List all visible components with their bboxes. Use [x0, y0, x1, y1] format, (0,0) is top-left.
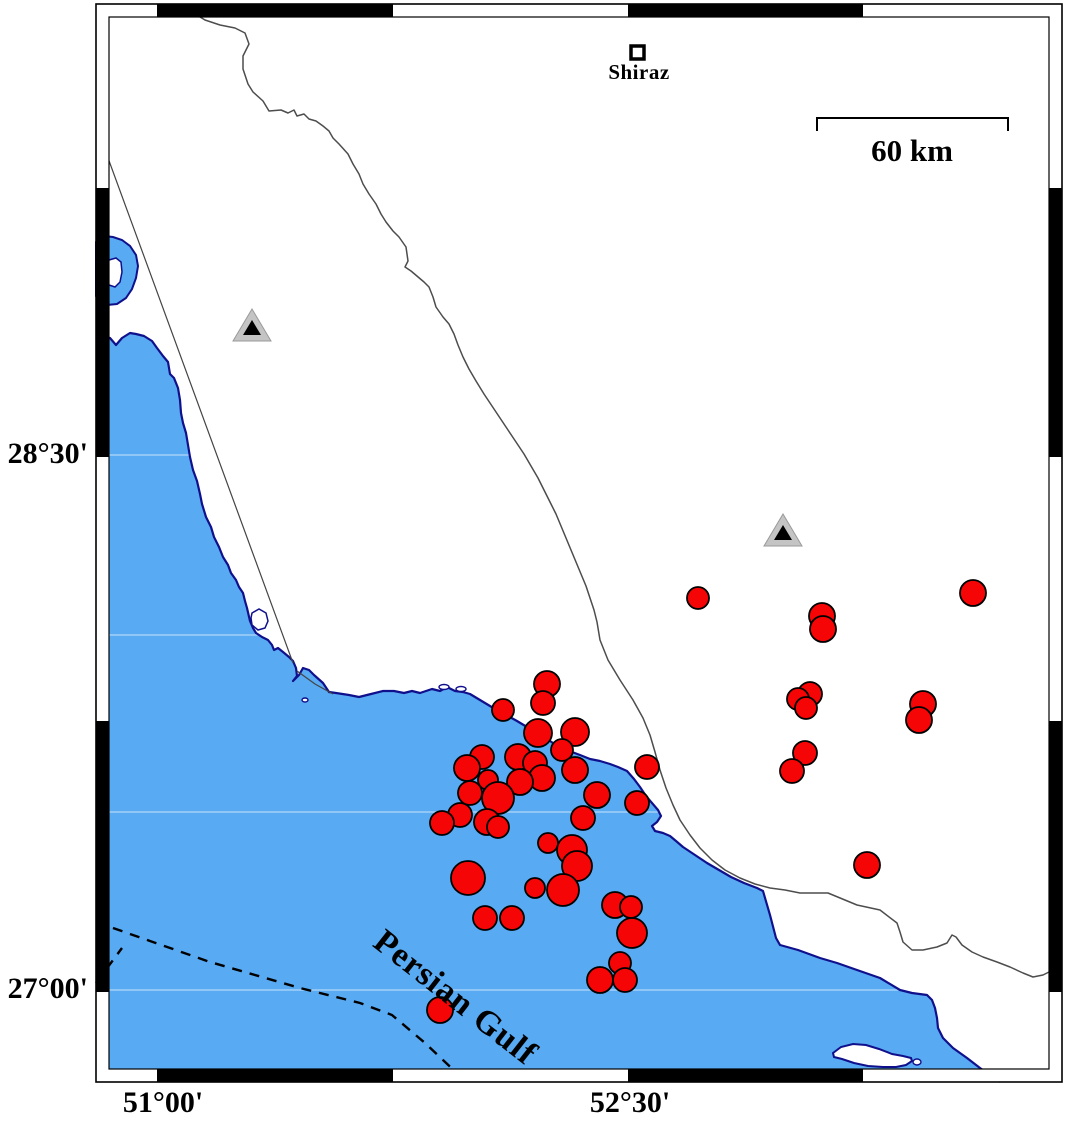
lat-label-28-30: 28°30'	[7, 437, 88, 470]
frame-black-top	[157, 4, 393, 17]
frame-black-right	[1049, 721, 1062, 992]
epicenter-marker	[619, 895, 643, 919]
epicenter-marker	[905, 706, 933, 734]
epicenter-marker	[616, 917, 648, 949]
frame-black-top	[628, 4, 863, 17]
station-marker-inner	[243, 320, 261, 335]
islet	[301, 697, 309, 703]
estuary-line	[296, 670, 334, 695]
station-marker-inner	[774, 525, 792, 540]
city-label-shiraz: Shiraz	[608, 60, 670, 84]
epicenter-marker	[624, 790, 650, 816]
epicenter-marker	[809, 615, 837, 643]
scale-bar	[816, 117, 1009, 131]
epicenter-marker	[794, 696, 818, 720]
estuary-island	[250, 608, 269, 631]
epicenter-marker	[472, 905, 498, 931]
province-border-line	[184, 7, 1063, 978]
epicenter-marker	[429, 810, 455, 836]
epicenter-marker	[792, 740, 818, 766]
scale-bar-label: 60 km	[871, 133, 953, 168]
lon-label-51-00: 51°00'	[122, 1086, 204, 1119]
frame-black-left	[96, 721, 109, 992]
island	[831, 1042, 914, 1068]
epicenter-marker	[457, 780, 483, 806]
frame-black-bottom	[157, 1069, 393, 1082]
epicenter-marker	[586, 966, 614, 994]
epicenter-marker	[546, 873, 580, 907]
epicenter-marker	[450, 860, 486, 896]
fault-line	[107, 157, 294, 664]
frame-black-left	[96, 188, 109, 457]
epicenter-marker	[686, 586, 710, 610]
map-frame-outer	[95, 3, 1063, 1083]
islet	[438, 683, 450, 691]
frame-black-bottom	[628, 1069, 863, 1082]
epicenter-marker	[426, 996, 454, 1024]
epicenter-marker	[499, 905, 525, 931]
lat-label-27-00: 27°00'	[7, 972, 88, 1005]
epicenter-marker	[583, 781, 611, 809]
epicenter-marker	[561, 756, 589, 784]
persian-gulf-sea	[96, 333, 1000, 1082]
epicenter-marker	[612, 967, 638, 993]
map-frame-inner	[108, 16, 1050, 1070]
islet	[455, 685, 467, 693]
epicenter-marker	[537, 832, 559, 854]
coastline	[95, 331, 1001, 1083]
city-marker-square	[629, 44, 646, 61]
epicenter-marker	[560, 717, 590, 747]
epicenter-marker	[853, 851, 881, 879]
epicenter-marker	[570, 805, 596, 831]
epicenter-marker	[491, 698, 515, 722]
epicenter-marker	[959, 579, 987, 607]
epicenter-marker	[779, 758, 805, 784]
epicenter-marker	[530, 690, 556, 716]
epicenter-marker	[486, 815, 510, 839]
epicenter-marker	[550, 738, 574, 762]
epicenter-marker	[524, 877, 546, 899]
lon-label-52-30: 52°30'	[589, 1086, 671, 1119]
epicenter-marker	[523, 718, 553, 748]
maritime-boundary-dashed-line	[95, 920, 463, 1079]
epicenter-marker	[453, 754, 481, 782]
epicenter-marker	[506, 768, 534, 796]
frame-black-right	[1049, 188, 1062, 457]
epicenter-marker	[634, 754, 660, 780]
islet	[912, 1058, 922, 1066]
